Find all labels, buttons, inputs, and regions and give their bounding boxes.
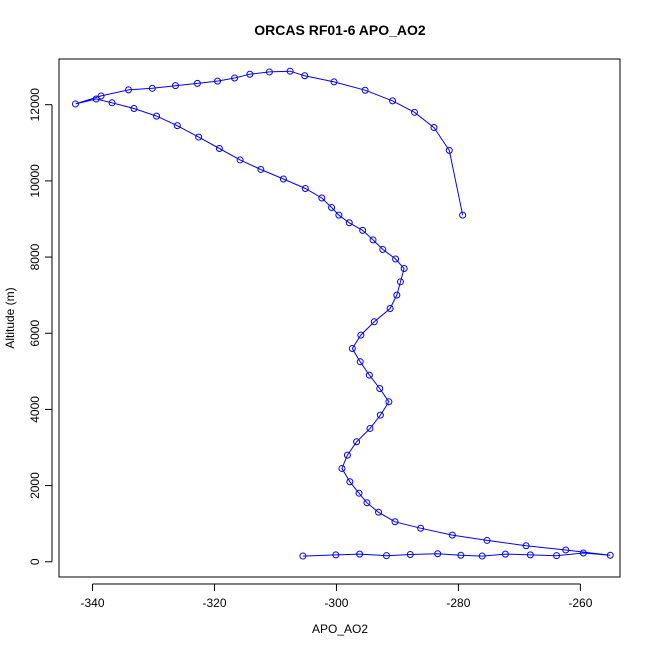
data-point [406, 551, 414, 559]
data-point [356, 358, 364, 366]
data-point [286, 67, 294, 75]
data-point [375, 508, 383, 516]
data-point [483, 536, 491, 544]
data-point [411, 108, 419, 116]
data-point [97, 92, 105, 100]
data-point [606, 551, 614, 559]
y-tick-label: 0 [28, 558, 42, 565]
data-point [457, 551, 465, 559]
data-point [445, 146, 453, 154]
chart-title: ORCAS RF01-6 APO_AO2 [254, 22, 426, 38]
data-point [522, 542, 530, 550]
x-tick-label: -300 [324, 596, 348, 610]
data-point [562, 546, 570, 554]
y-tick-label: 12000 [28, 88, 42, 122]
data-point [171, 82, 179, 90]
data-point [279, 175, 287, 183]
data-point [376, 411, 384, 419]
data-point [393, 291, 401, 299]
data-point [348, 344, 356, 352]
data-point [382, 552, 390, 560]
data-point [345, 219, 353, 227]
y-tick-label: 6000 [28, 320, 42, 347]
data-point [299, 552, 307, 560]
x-tick-label: -260 [568, 596, 592, 610]
data-point [173, 122, 181, 130]
data-point [417, 524, 425, 532]
data-point [478, 552, 486, 560]
x-tick-label: -280 [446, 596, 470, 610]
data-point [346, 478, 354, 486]
y-axis-label: Altitude (m) [3, 287, 17, 348]
x-axis: -340 -320 -300 -280 -260 [81, 583, 593, 610]
data-point [108, 99, 116, 107]
data-point [125, 86, 133, 94]
data-point [366, 424, 374, 432]
data-point [214, 77, 222, 85]
data-point [246, 70, 254, 78]
data-point [553, 552, 561, 560]
data-point [385, 398, 393, 406]
data-point [355, 489, 363, 497]
data-point [257, 165, 265, 173]
data-point [338, 464, 346, 472]
data-point [130, 105, 138, 113]
data-point [370, 318, 378, 326]
data-point [330, 78, 338, 86]
data-point [301, 72, 309, 80]
data-point [148, 84, 156, 92]
data-point [193, 79, 201, 87]
data-point [365, 371, 373, 379]
data-point [356, 550, 364, 558]
data-point [215, 145, 223, 153]
data-point [236, 156, 244, 164]
x-tick-label: -320 [202, 596, 226, 610]
data-point [343, 451, 351, 459]
x-tick-label: -340 [81, 596, 105, 610]
data-point [318, 194, 326, 202]
x-axis-label: APO_AO2 [312, 622, 368, 636]
series-layer [71, 67, 614, 560]
data-point [361, 86, 369, 94]
data-point [335, 211, 343, 219]
data-point [195, 133, 203, 141]
y-tick-label: 10000 [28, 164, 42, 198]
data-point [359, 226, 367, 234]
series-line [75, 70, 611, 557]
plot-area-frame [58, 58, 621, 578]
data-point [501, 550, 509, 558]
data-point [434, 550, 442, 558]
data-point [448, 531, 456, 539]
data-point [430, 124, 438, 132]
data-point [153, 112, 161, 120]
data-point [71, 100, 79, 108]
data-point [526, 551, 534, 559]
data-point [379, 245, 387, 253]
data-point [579, 549, 587, 557]
data-point [328, 204, 336, 212]
y-tick-label: 8000 [28, 243, 42, 270]
data-point [389, 97, 397, 105]
data-point [369, 236, 377, 244]
data-point [231, 74, 239, 82]
data-point [363, 499, 371, 507]
data-point [353, 438, 361, 446]
data-point [357, 331, 365, 339]
y-axis: 0 2000 4000 6000 8000 10000 12000 [28, 88, 53, 565]
data-point [392, 255, 400, 263]
data-point [265, 68, 273, 76]
data-point [332, 551, 340, 559]
data-point [391, 518, 399, 526]
data-point [386, 304, 394, 312]
data-point [459, 211, 467, 219]
data-point [301, 185, 309, 192]
data-point [376, 384, 384, 392]
y-tick-label: 4000 [28, 396, 42, 423]
data-point [92, 95, 100, 103]
data-point [396, 278, 404, 286]
data-point [400, 264, 408, 272]
y-tick-label: 2000 [28, 472, 42, 499]
